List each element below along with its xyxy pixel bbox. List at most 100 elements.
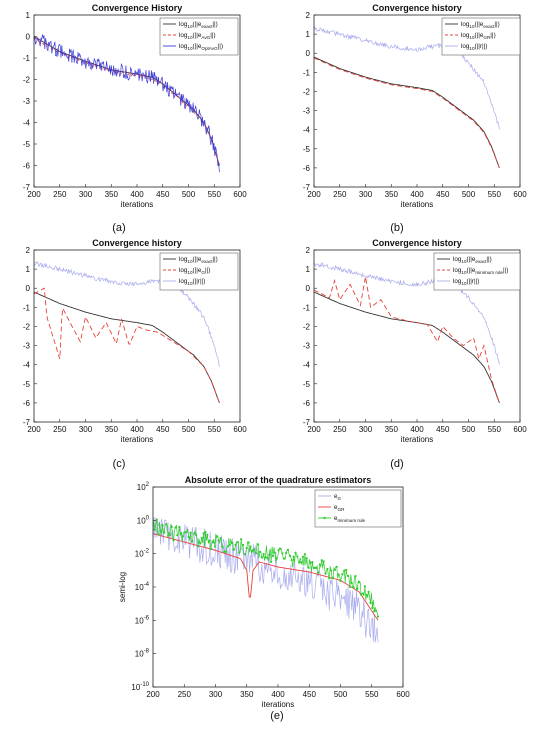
series-marker [277,549,280,552]
series-marker [200,536,203,540]
legend-entry: log10(||r||) [453,278,479,286]
legend-entry: log10(||eminimum rule||) [453,267,508,275]
series-marker [174,526,177,529]
y-tick-label: 102 [137,482,150,492]
legend-entry: log10(||eGR||) [461,32,496,40]
series-marker [159,530,162,533]
chart-title: Convergence History [92,3,183,13]
series-marker [318,563,321,566]
series-marker [341,573,344,576]
y-tick-label: -5 [23,140,31,149]
series-marker [196,545,200,548]
y-tick-label: -6 [303,164,311,173]
series-marker [210,547,213,551]
series-marker [223,550,226,553]
y-tick-label: -2 [303,322,311,331]
series-marker [183,531,186,534]
series-marker [193,532,196,535]
series-marker [352,586,355,589]
series-marker [168,533,171,536]
series-marker [350,581,353,585]
x-tick-label: 250 [333,190,347,199]
series-marker [309,561,312,564]
y-tick-label: 1 [306,30,311,39]
y-tick-exponent: -4 [144,582,150,588]
series-marker [290,558,293,562]
series-marker [369,601,372,604]
series-marker [189,531,192,534]
x-tick-label: 450 [436,425,450,434]
x-axis-label: iterations [262,700,294,709]
x-tick-label: 550 [208,190,222,199]
series-line [34,36,220,166]
x-tick-label: 600 [396,690,410,699]
series-marker [266,556,269,560]
series-line [153,533,379,621]
series-line [34,37,220,165]
series-marker [238,551,241,554]
x-tick-label: 450 [156,190,170,199]
y-tick-label: -2 [23,76,31,85]
x-tick-label: 250 [178,690,192,699]
series-marker [191,540,194,543]
x-tick-label: 450 [303,690,317,699]
y-tick-label: -1 [23,54,31,63]
series-marker [165,523,168,526]
x-tick-label: 400 [130,425,144,434]
series-marker [345,568,348,572]
series-marker [225,550,228,553]
series-marker [157,533,160,536]
series-marker [180,532,183,535]
chart-a: Convergence History 200 250 300 350 400 450 500… [23,3,247,209]
series-marker [281,552,284,555]
x-tick-label: 350 [105,425,119,434]
chart-title: Convergence history [372,238,462,248]
plot-area [153,517,380,643]
series-line [34,261,220,367]
series-marker [260,556,263,559]
series-marker [303,553,306,556]
chart-c: Convergence history 200 250 300 350 400 450 500… [23,238,247,444]
series-marker [373,610,376,613]
x-tick-label: 250 [333,425,347,434]
x-tick-label: 550 [488,425,502,434]
series-marker [322,560,325,563]
chart-title: Convergence history [372,3,462,13]
y-tick-label: -3 [23,97,31,106]
series-marker [268,553,271,556]
series-marker [181,535,185,538]
y-tick-label: 2 [306,11,311,20]
series-marker [213,545,216,548]
x-tick-label: 300 [79,425,93,434]
x-tick-label: 350 [385,425,399,434]
series-marker [153,528,156,531]
legend-entry: log10(||eexact||) [179,21,218,29]
series-marker [245,546,248,550]
series-marker [217,539,220,542]
series-marker [348,585,351,589]
x-tick-label: 450 [436,190,450,199]
y-tick-label: -7 [303,418,311,427]
series-marker [316,571,320,574]
series-marker [230,541,233,544]
y-tick-label: -2 [23,322,31,331]
series-marker [155,518,158,521]
series-marker [251,549,254,552]
x-tick-label: 350 [385,190,399,199]
panel-label-a: (a) [112,222,125,234]
series-line [314,276,500,404]
series-marker [294,551,297,554]
x-axis-label: iterations [121,200,153,209]
y-tick-label: 100 [137,515,150,525]
series-marker [320,559,323,562]
series-marker [185,530,188,533]
series-marker [271,554,275,558]
series-marker [356,587,359,590]
series-marker [330,569,333,572]
series-marker [279,547,282,550]
series-marker [285,551,288,554]
series-marker [283,557,286,560]
series-marker [234,543,237,546]
y-tick-label: -4 [23,119,31,128]
x-tick-label: 550 [365,690,379,699]
